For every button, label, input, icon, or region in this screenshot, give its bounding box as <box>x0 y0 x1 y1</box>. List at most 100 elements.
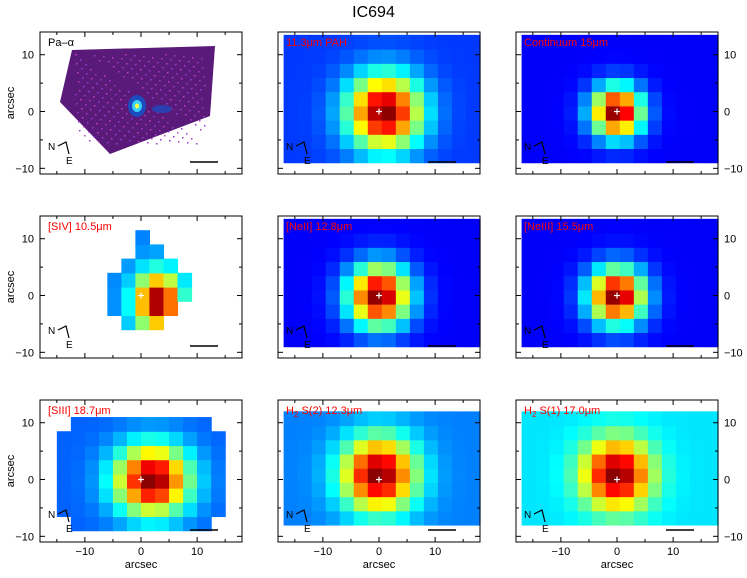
panel-h2-s1: NE H2 S(1) 17.0μm 10 0 −10 arcsec −10 0 10 arcsec <box>515 399 747 571</box>
x-axis-label: arcsec <box>125 559 158 571</box>
map-pixel <box>325 332 341 348</box>
map-pixel <box>283 275 299 291</box>
map-pixel <box>437 63 453 79</box>
map-pixel <box>703 91 719 107</box>
map-pixel <box>353 49 369 64</box>
map-pixel <box>197 431 212 447</box>
map-pixel <box>339 148 355 164</box>
map-pixel <box>325 318 341 334</box>
map-pixel <box>395 425 411 441</box>
y-tick-label: −10 <box>15 347 34 359</box>
map-pixel <box>283 105 299 121</box>
map-pixel <box>451 332 467 348</box>
map-pixel <box>703 332 719 348</box>
map-pixel <box>591 34 607 50</box>
map-pixel <box>703 318 719 334</box>
x-tick-label: −10 <box>314 546 333 558</box>
map-pixel <box>211 473 226 489</box>
map-pixel <box>577 120 593 135</box>
map-pixel <box>689 34 705 50</box>
compass-north-label: N <box>48 142 55 153</box>
map-pixel <box>135 287 151 302</box>
map-pixel <box>112 516 128 532</box>
map-pixel <box>409 425 425 441</box>
map-pixel <box>675 425 691 441</box>
map-pixel <box>353 318 369 334</box>
map-pixel <box>395 218 411 234</box>
map-pixel <box>451 105 467 121</box>
map-pixel <box>98 473 114 489</box>
map-pixel <box>549 496 565 512</box>
compass-icon: NE <box>524 325 549 351</box>
map-pixel <box>339 468 355 483</box>
map-pixel <box>591 218 607 234</box>
map-pixel <box>381 482 397 498</box>
compass-east-label: E <box>304 156 311 167</box>
map-pixel <box>689 77 705 93</box>
map-pixel <box>647 134 663 150</box>
map-pixel <box>311 247 327 263</box>
map-pixel <box>135 315 151 331</box>
map-pixel <box>70 459 86 475</box>
map-pixel <box>211 431 226 447</box>
map-pixel <box>689 148 705 164</box>
map-pixel <box>661 91 677 107</box>
map-pixel <box>577 304 593 319</box>
compass-icon: NE <box>48 509 73 535</box>
map-pixel <box>647 105 663 121</box>
map-pixel <box>689 91 705 107</box>
map-pixel <box>353 332 369 348</box>
map-pixel <box>169 459 184 475</box>
map-pixel <box>121 272 136 288</box>
compass-icon: NE <box>48 325 73 351</box>
map-pixel <box>521 120 537 135</box>
panel-label: [SIII] 18.7μm <box>48 405 111 417</box>
map-pixel <box>535 134 551 150</box>
map-pixel <box>297 63 313 79</box>
map-pixel <box>633 510 649 526</box>
map-pixel <box>451 510 467 526</box>
map-pixel <box>70 473 86 489</box>
map-pixel <box>675 332 691 348</box>
map-pixel <box>325 425 341 441</box>
map-pixel <box>283 134 299 150</box>
map-pixel <box>353 261 369 277</box>
map-pixel <box>381 318 397 334</box>
map-pixel <box>423 148 439 164</box>
map-pixel <box>121 258 136 274</box>
map-pixel <box>395 289 411 305</box>
map-pixel <box>353 453 369 469</box>
map-pixel <box>661 120 677 135</box>
map-pixel <box>465 332 481 348</box>
map-pixel <box>423 439 439 455</box>
map-pixel <box>549 318 565 334</box>
map-pixel <box>325 510 341 526</box>
map-pixel <box>367 332 383 348</box>
map-pixel <box>367 318 383 334</box>
map-pixel <box>647 63 663 79</box>
map-pixel <box>339 120 355 135</box>
map-pixel <box>126 431 142 447</box>
panel-label: Continuum 15μm <box>524 37 608 49</box>
panel-label: [SIV] 10.5μm <box>48 221 112 233</box>
map-pixel <box>311 482 327 498</box>
figure-title: IC694 <box>352 4 395 21</box>
map-pixel <box>675 247 691 263</box>
map-pixel <box>353 247 369 263</box>
map-pixel <box>633 134 649 150</box>
x-tick-label: −10 <box>552 546 571 558</box>
map-pixel <box>98 431 114 447</box>
map-pixel <box>423 105 439 121</box>
compass-north-label: N <box>524 326 531 337</box>
map-pixel <box>605 411 621 427</box>
compass-north-label: N <box>286 326 293 337</box>
map-pixel <box>605 468 621 483</box>
map-pixel <box>311 496 327 512</box>
map-pixel <box>521 34 537 50</box>
map-pixel <box>325 439 341 455</box>
y-axis-label: arcsec <box>745 455 747 488</box>
map-pixel <box>591 482 607 498</box>
map-pixel <box>311 411 327 427</box>
map-pixel <box>353 482 369 498</box>
map-pixel <box>339 218 355 234</box>
